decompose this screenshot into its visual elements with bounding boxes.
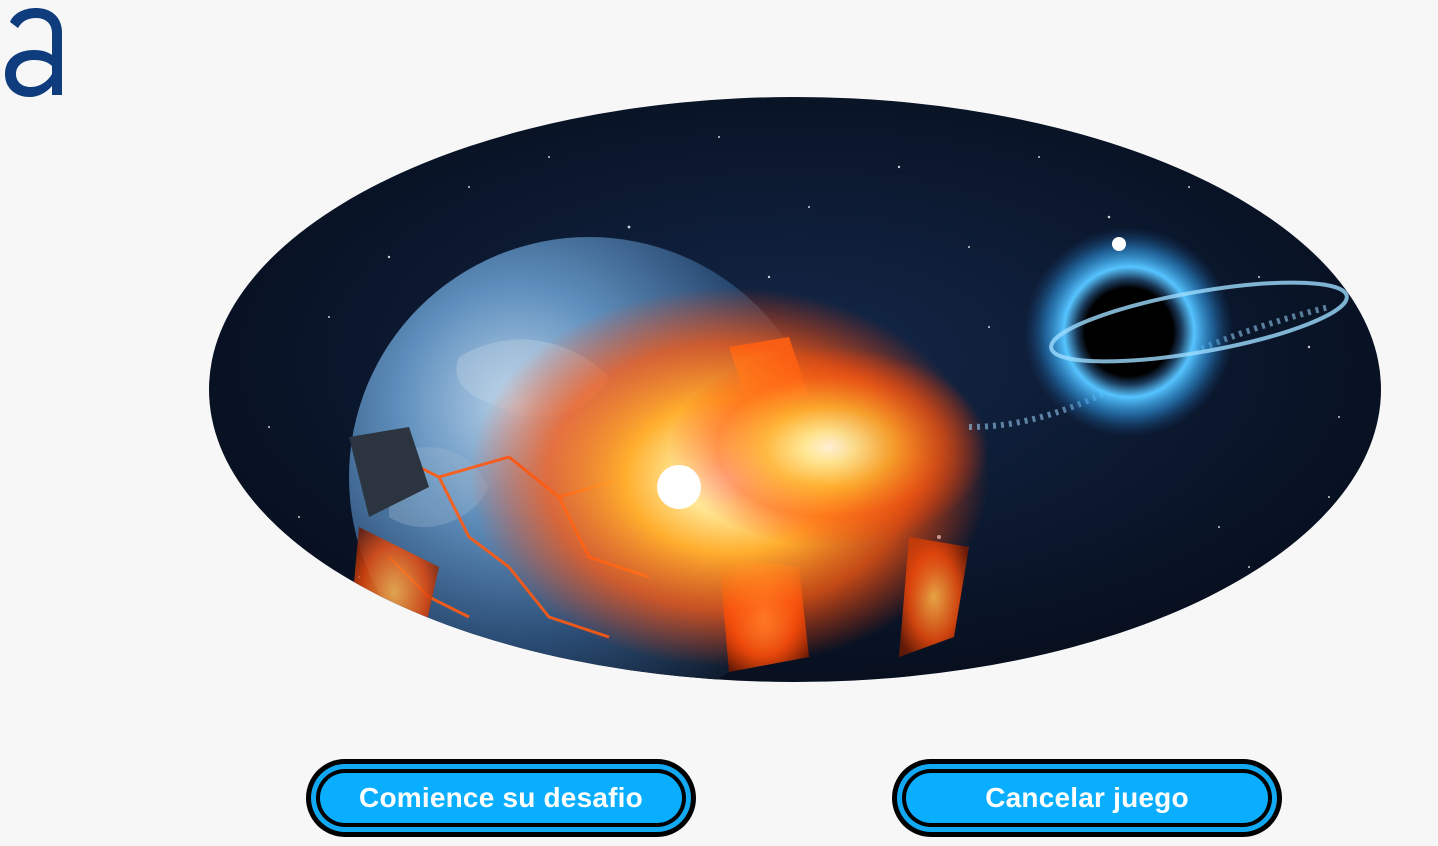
start-button-outer-ring: Comience su desafio xyxy=(311,764,691,832)
cancel-button-label: Cancelar juego xyxy=(906,773,1268,823)
start-challenge-button[interactable]: Comience su desafio xyxy=(306,759,696,837)
start-button-label: Comience su desafio xyxy=(320,773,682,823)
cancel-button-inner-ring: Cancelar juego xyxy=(902,769,1272,827)
start-button-inner-ring: Comience su desafio xyxy=(316,769,686,827)
brand-logo-icon xyxy=(5,8,62,97)
cancel-game-button[interactable]: Cancelar juego xyxy=(892,759,1282,837)
cancel-button-outer-ring: Cancelar juego xyxy=(897,764,1277,832)
hero-image xyxy=(209,97,1381,682)
